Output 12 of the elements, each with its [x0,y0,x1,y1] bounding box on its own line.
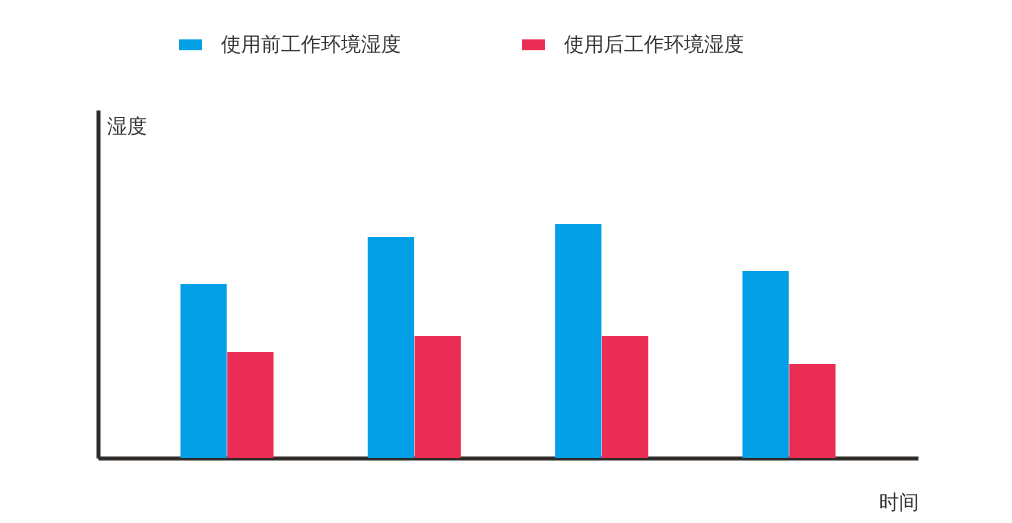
bar [601,336,649,458]
bar [789,363,836,458]
x-axis-title: 时间 [878,489,919,514]
legend-label: 使用后工作环境湿度 [564,31,744,56]
legend-label: 使用前工作环境湿度 [221,31,401,56]
bar [742,271,789,458]
bar [555,224,602,458]
bar [180,283,227,458]
bar [227,352,274,458]
y-axis-title: 湿度 [106,113,147,138]
bar [367,237,415,458]
bar [414,336,461,458]
